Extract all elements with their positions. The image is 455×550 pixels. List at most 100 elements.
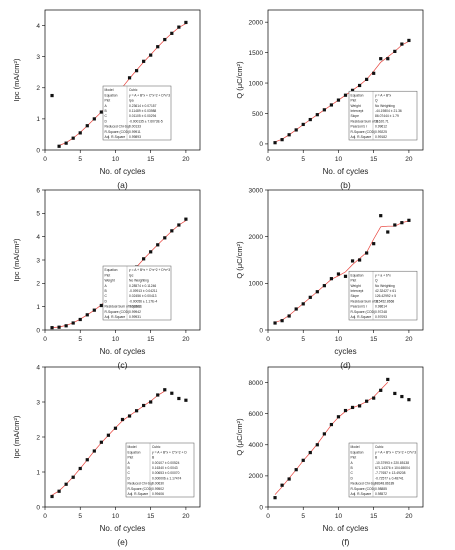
stats-value: -0.72577 ± 0.48741 [375, 476, 404, 480]
plot-frame [44, 9, 201, 151]
stats-box-frame [348, 442, 418, 498]
data-point [287, 314, 291, 318]
data-point [177, 223, 181, 227]
stats-value: -0.09913 ± 0.04211 [129, 289, 157, 293]
stats-key: R-Square (COD) [105, 130, 130, 134]
stats-key: R-Square (COD) [351, 487, 376, 491]
y-tick-label: 3 [36, 399, 40, 406]
data-point [184, 20, 188, 25]
stats-value: -0.000135 ± 7.6073E-5 [129, 119, 163, 123]
stats-key: D [105, 119, 108, 123]
stats-value: No Weighting [375, 284, 395, 288]
y-tick-label: 0 [36, 504, 40, 511]
stats-key: Weight [351, 284, 361, 288]
stats-value: Cubic [129, 88, 138, 92]
data-point [71, 475, 75, 479]
stats-value: 0.99406 [152, 492, 164, 496]
stats-key: Reduced Chi-Sqr [105, 125, 131, 129]
data-point [57, 325, 61, 329]
data-point [78, 131, 82, 135]
stats-value: 0.00133 [129, 125, 141, 129]
data-point [336, 272, 341, 276]
y-tick-label: 3 [36, 257, 40, 264]
plot-frame [267, 9, 424, 151]
stats-box: Equation y = a + b*x Plot Q Weight No Weighti… [348, 270, 418, 321]
data-point [393, 49, 397, 53]
data-point [294, 468, 298, 472]
data-point [350, 259, 355, 263]
stats-value: 86.07444 ± 1.79 [375, 114, 399, 118]
data-point [50, 494, 54, 499]
stats-key: A [105, 104, 108, 108]
data-point [92, 117, 96, 121]
stats-box: Model Cubic Equation y = A + B*x + C*x^2 + … [125, 442, 195, 498]
stats-value: 0.99225 [375, 130, 387, 134]
data-point [280, 319, 284, 323]
stats-value: No Weighting [375, 104, 395, 108]
stats-key: C [128, 471, 131, 475]
x-tick-label: 15 [370, 156, 378, 163]
stats-key: Model [128, 445, 137, 449]
stats-key: R-Square (COD) [105, 310, 130, 314]
stats-value: Cubic [152, 445, 161, 449]
stats-value: 0.02456 ± 0.00413 [129, 294, 157, 298]
stats-value: 0.00653 ± 0.00070 [152, 471, 180, 475]
stats-box: Model Cubic Equation y = A + B*x + C*x^2 + … [348, 442, 418, 498]
data-point [386, 230, 390, 234]
stats-value: 0.11489 ± 0.03988 [129, 109, 156, 113]
data-point [156, 45, 160, 49]
data-point [315, 443, 319, 447]
data-point [280, 483, 284, 487]
stats-value: 0.99182 [375, 135, 387, 139]
panel-label: (b) [340, 180, 351, 190]
stats-key: Slope [351, 294, 360, 298]
stats-key: Weight [105, 279, 115, 283]
stats-key: Adj. R-Square [351, 135, 372, 139]
y-tick-label: 4 [36, 364, 40, 371]
data-point [357, 258, 362, 262]
data-point [400, 42, 404, 46]
data-point [407, 38, 411, 43]
stats-key: Equation [351, 93, 364, 97]
stats-key: Adj. R-Square [105, 135, 126, 139]
stats-key: Equation [105, 93, 118, 97]
plot-frame [267, 189, 424, 331]
chart-panel-5: 0 5 10 15 20 0 1 2 3 4 No. of cycles Ipc (mA/cm²) Mo… [12, 364, 201, 547]
stats-key: A [351, 461, 354, 465]
data-point [357, 83, 362, 88]
stats-value: 315452.8668 [375, 299, 394, 303]
stats-key: Plot [128, 456, 134, 460]
data-point [329, 422, 334, 427]
stats-value: 0.98572 [375, 492, 387, 496]
stats-key: Plot [351, 456, 357, 460]
y-tick-label: 4000 [249, 442, 264, 449]
data-point [78, 317, 82, 322]
data-point [156, 243, 160, 247]
data-point [343, 274, 348, 278]
panel-label: (e) [117, 537, 128, 547]
x-tick-label: 5 [301, 156, 305, 163]
stats-key: Equation [128, 450, 141, 454]
stats-key: Residual Sum of S [351, 299, 379, 303]
stats-value: -0.00056 ± 1.17E-4 [129, 299, 157, 303]
data-point [308, 450, 312, 455]
x-tick-label: 10 [112, 156, 120, 163]
data-point [92, 449, 96, 453]
y-tick-label: 4 [36, 234, 40, 241]
stats-key: Adj. R-Square [128, 492, 149, 496]
x-axis-label: No. of cycles [323, 524, 369, 533]
stats-key: Plot [105, 273, 111, 277]
data-point [372, 242, 376, 246]
data-point [365, 399, 369, 403]
data-point [308, 117, 312, 122]
data-point [184, 398, 188, 402]
chart-panel-3: 0 5 10 15 20 0 1 2 3 4 5 6 No. of cycles Ipc (mA/cm²)… [12, 187, 201, 370]
data-point [273, 496, 277, 500]
data-point [113, 426, 118, 430]
stats-value: 0.28574 ± 0.11246 [129, 284, 156, 288]
data-point [386, 57, 390, 61]
data-point [149, 53, 153, 57]
stats-value: -44.19804 ± 21.36 [375, 109, 402, 113]
data-point [177, 396, 181, 401]
